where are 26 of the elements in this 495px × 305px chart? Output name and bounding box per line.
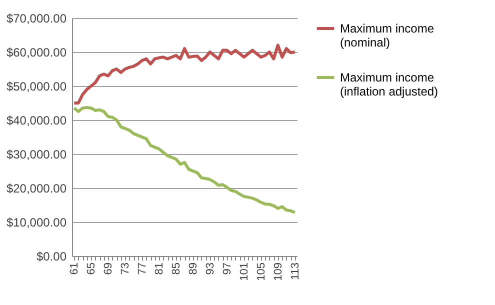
x-tick-label: 109	[272, 262, 284, 281]
x-tick-label: 97	[221, 262, 234, 275]
x-tick-label: 93	[204, 262, 216, 275]
x-tick-label: 85	[170, 262, 183, 275]
y-tick-label: $70,000.00	[6, 12, 67, 26]
y-tick-label: $30,000.00	[6, 148, 67, 162]
y-tick-label: $40,000.00	[6, 114, 67, 128]
x-tick-label: 101	[238, 262, 250, 281]
x-tick-label: 73	[120, 262, 132, 275]
line-series	[72, 106, 296, 214]
y-tick-label: $10,000.00	[6, 216, 67, 230]
y-tick-label: $60,000.00	[6, 46, 67, 60]
y-tick-label: $0.00	[36, 250, 67, 264]
y-tick-label: $50,000.00	[6, 80, 67, 94]
x-tick-label: 61	[68, 262, 81, 275]
x-tick-label: 65	[86, 262, 98, 275]
legend-label: Maximum income (inflation adjusted)	[340, 70, 438, 98]
x-tick-label: 105	[255, 262, 268, 281]
x-tick-label: 77	[136, 262, 149, 275]
line-series	[72, 44, 296, 104]
x-tick-label: 89	[187, 262, 200, 275]
x-tick-label: 81	[154, 262, 166, 275]
legend-label: Maximum income (nominal)	[340, 22, 434, 50]
x-tick-label: 69	[102, 262, 115, 275]
x-tick-label: 113	[289, 262, 302, 280]
y-tick-label: $20,000.00	[6, 182, 67, 196]
